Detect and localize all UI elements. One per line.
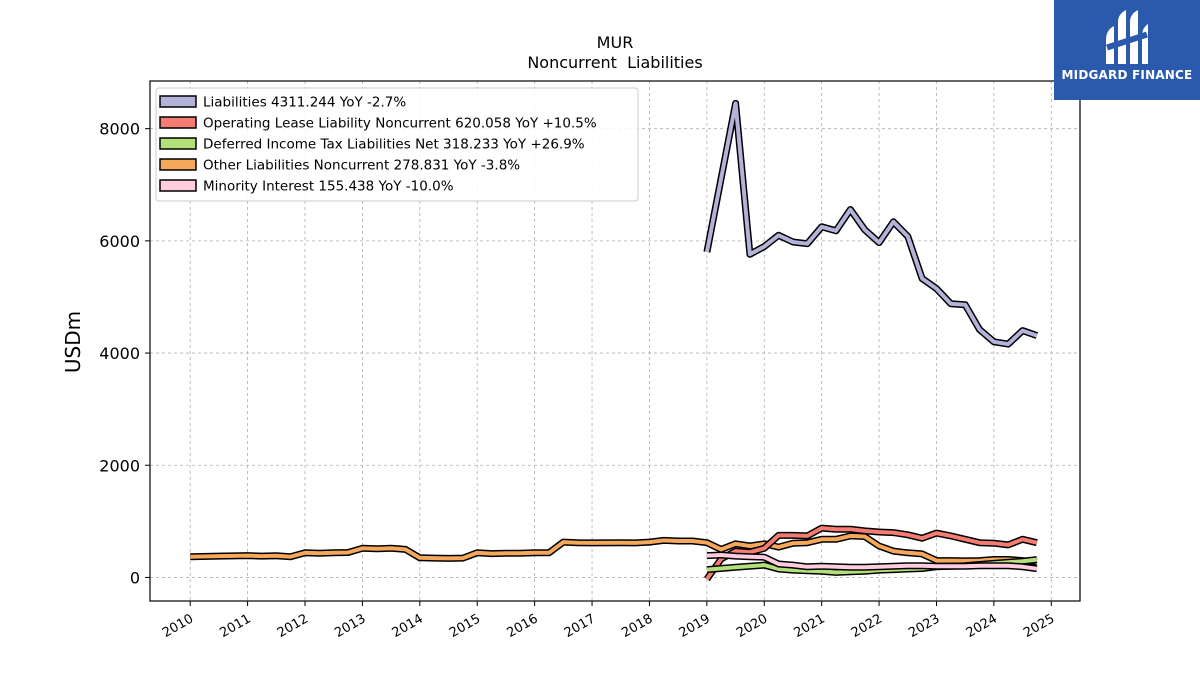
x-tick-label: 2011 bbox=[217, 611, 253, 641]
series-line-outline bbox=[703, 99, 1039, 348]
y-tick-label: 6000 bbox=[99, 232, 140, 251]
y-tick-label: 2000 bbox=[99, 456, 140, 475]
x-tick-label: 2021 bbox=[792, 611, 828, 641]
legend: Liabilities 4311.244 YoY -2.7% Operating … bbox=[155, 87, 639, 202]
series-line bbox=[706, 553, 1038, 571]
x-tick-label: 2017 bbox=[562, 611, 598, 641]
y-tick-label: 8000 bbox=[99, 120, 140, 139]
series-line bbox=[704, 101, 1038, 347]
series-liabilities bbox=[703, 99, 1039, 348]
legend-entry: Operating Lease Liability Noncurrent 620… bbox=[203, 116, 597, 132]
legend-swatch bbox=[159, 137, 197, 150]
x-tick-label: 2016 bbox=[504, 611, 540, 641]
x-tick-label: 2024 bbox=[964, 611, 1000, 641]
legend-swatch bbox=[159, 158, 197, 171]
x-tick-label: 2020 bbox=[734, 611, 770, 641]
series-line bbox=[190, 533, 1038, 564]
series-line bbox=[705, 526, 1038, 581]
series-other-liabilities-noncurrent bbox=[190, 532, 1038, 566]
legend-entry: Other Liabilities Noncurrent 278.831 YoY… bbox=[203, 158, 520, 174]
x-tick-label: 2025 bbox=[1021, 611, 1057, 641]
series-operating-lease-liability-noncurrent bbox=[704, 524, 1038, 582]
series-line-outline bbox=[190, 532, 1038, 566]
x-tick-label: 2018 bbox=[619, 611, 655, 641]
x-tick-label: 2012 bbox=[275, 611, 311, 641]
chart-subtitle: Noncurrent Liabilities bbox=[527, 53, 702, 72]
midgard-finance-logo: MIDGARD FINANCE bbox=[1054, 0, 1200, 100]
grid-lines bbox=[150, 81, 1080, 601]
x-tick-label: 2014 bbox=[390, 611, 426, 641]
legend-box bbox=[155, 87, 639, 202]
legend-entry: Deferred Income Tax Liabilities Net 318.… bbox=[203, 137, 585, 153]
series-minority-interest bbox=[706, 551, 1038, 573]
series-group bbox=[190, 99, 1039, 582]
x-tick-label: 2019 bbox=[677, 611, 713, 641]
chart-title: MUR bbox=[597, 33, 634, 52]
legend-entry: Minority Interest 155.438 YoY -10.0% bbox=[203, 179, 454, 195]
y-axis-label: USDm bbox=[61, 311, 85, 373]
y-tick-label: 0 bbox=[130, 568, 140, 587]
x-tick-label: 2013 bbox=[332, 611, 368, 641]
logo-text: MIDGARD FINANCE bbox=[1061, 68, 1193, 82]
legend-entry: Liabilities 4311.244 YoY -2.7% bbox=[203, 95, 406, 111]
plot-frame bbox=[149, 80, 1081, 602]
y-tick-label: 4000 bbox=[99, 344, 140, 363]
x-tick-label: 2010 bbox=[160, 611, 196, 641]
legend-swatch bbox=[159, 95, 197, 108]
legend-swatch bbox=[159, 116, 197, 129]
x-tick-label: 2023 bbox=[906, 611, 942, 641]
x-tick-label: 2022 bbox=[849, 611, 885, 641]
legend-swatch bbox=[159, 179, 197, 192]
x-tick-label: 2015 bbox=[447, 611, 483, 641]
logo-mark-icon bbox=[1106, 10, 1148, 64]
